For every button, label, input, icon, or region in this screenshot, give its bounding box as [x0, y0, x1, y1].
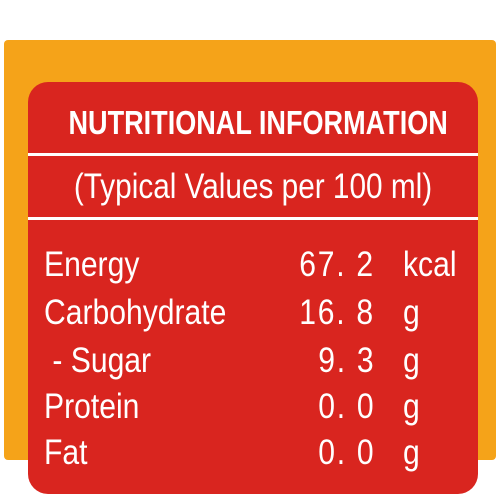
nutrition-panel: NUTRITIONAL INFORMATION (Typical Values … — [28, 82, 478, 494]
header-divider — [28, 217, 478, 220]
nutrient-name-fat: Fat — [44, 433, 88, 472]
nutrient-unit-carbohydrate: g — [403, 293, 420, 332]
nutrient-value-carbohydrate: 16. 8 — [299, 293, 375, 332]
nutrient-name-protein: Protein — [44, 387, 140, 426]
nutrient-unit-protein: g — [403, 387, 420, 426]
nutrient-unit-sugar: g — [403, 341, 420, 380]
label-title: NUTRITIONAL INFORMATION — [68, 104, 448, 141]
nutrient-name-carbohydrate: Carbohydrate — [44, 293, 227, 332]
nutrient-unit-energy: kcal — [403, 245, 457, 284]
nutrient-name-sugar: - Sugar — [44, 341, 152, 380]
nutrient-value-fat: 0. 0 — [317, 433, 375, 472]
nutrient-value-energy: 67. 2 — [299, 245, 375, 284]
nutrient-unit-fat: g — [403, 433, 420, 472]
label-subtitle: (Typical Values per 100 ml) — [73, 167, 433, 206]
nutrient-name-energy: Energy — [44, 245, 140, 284]
nutrient-value-protein: 0. 0 — [317, 387, 375, 426]
title-divider — [28, 153, 478, 156]
nutrition-label-border: NUTRITIONAL INFORMATION (Typical Values … — [4, 40, 496, 494]
nutrient-value-sugar: 9. 3 — [317, 341, 375, 380]
